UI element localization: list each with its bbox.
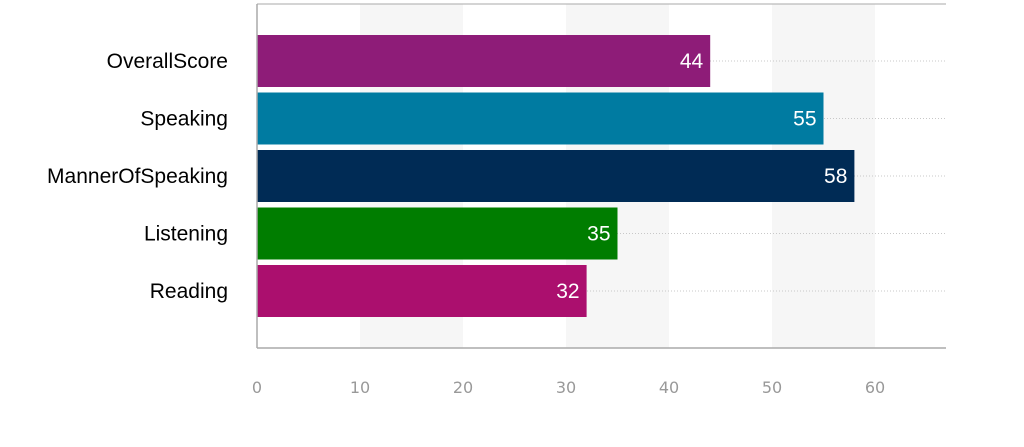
axes [256, 3, 946, 349]
x-tick-label: 30 [556, 378, 576, 397]
x-tick-labels: 0 10 20 30 40 50 60 [252, 378, 885, 397]
x-tick-label: 0 [252, 378, 262, 397]
category-label: MannerOfSpeaking [47, 165, 228, 188]
bars [257, 35, 855, 317]
category-label: Speaking [140, 108, 228, 131]
value-labels: 44 55 58 35 32 [556, 50, 847, 303]
bar-listening [257, 207, 618, 260]
bar-overallscore [257, 35, 711, 87]
category-label: OverallScore [107, 50, 228, 73]
data-label: 55 [793, 108, 816, 131]
data-label: 44 [680, 50, 704, 73]
x-tick-label: 20 [453, 378, 473, 397]
x-tick-label: 10 [350, 378, 370, 397]
x-tick-label: 60 [865, 378, 885, 397]
bar-mannerofspeaking [257, 150, 855, 202]
bar-reading [257, 265, 587, 317]
data-label: 58 [824, 165, 847, 188]
category-label: Reading [150, 280, 228, 303]
data-label: 35 [587, 223, 610, 246]
bar-speaking [257, 92, 824, 145]
x-tick-label: 40 [659, 378, 679, 397]
category-labels: OverallScore Speaking MannerOfSpeaking List… [47, 50, 228, 303]
category-label: Listening [144, 223, 228, 246]
data-label: 32 [556, 280, 579, 303]
x-tick-label: 50 [762, 378, 782, 397]
